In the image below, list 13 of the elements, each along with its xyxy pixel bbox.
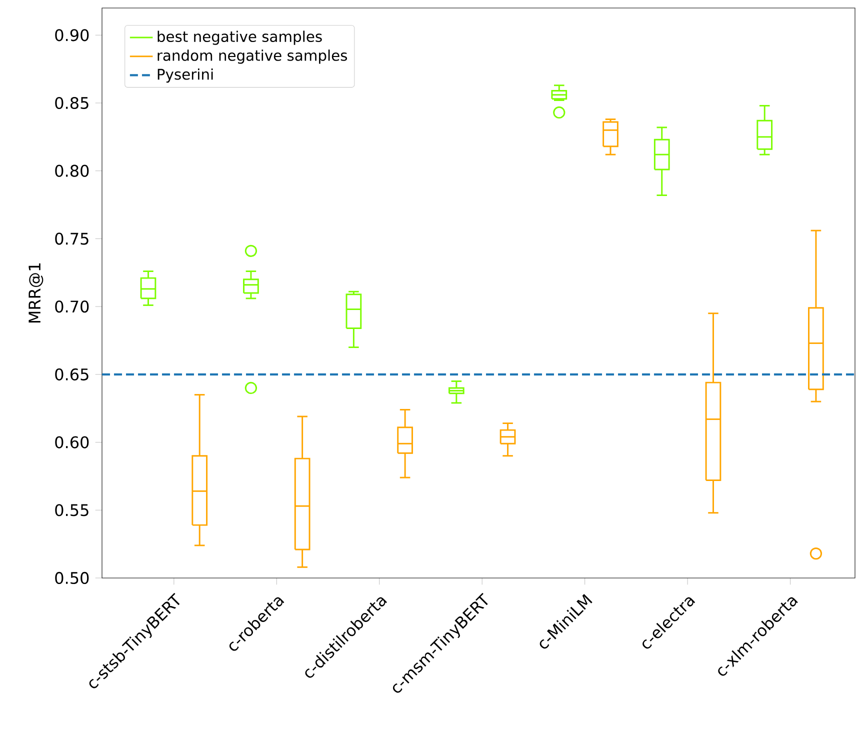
y-tick-label: 0.80 <box>55 164 89 177</box>
y-tick-label: 0.90 <box>55 29 89 42</box>
legend-label: random negative samples <box>158 50 348 64</box>
y-tick-label: 0.50 <box>55 572 89 584</box>
y-axis-title: MRR@1 <box>28 263 44 323</box>
legend-label: best negative samples <box>158 30 322 45</box>
y-tick-label: 0.70 <box>55 300 89 313</box>
y-tick-label: 0.65 <box>55 368 88 380</box>
y-tick-label: 0.55 <box>55 504 88 516</box>
y-tick-label: 0.85 <box>55 96 88 110</box>
y-tick-label: 0.75 <box>55 232 88 245</box>
legend-label: Pyserini <box>158 68 213 83</box>
y-tick-label: 0.60 <box>55 436 89 448</box>
